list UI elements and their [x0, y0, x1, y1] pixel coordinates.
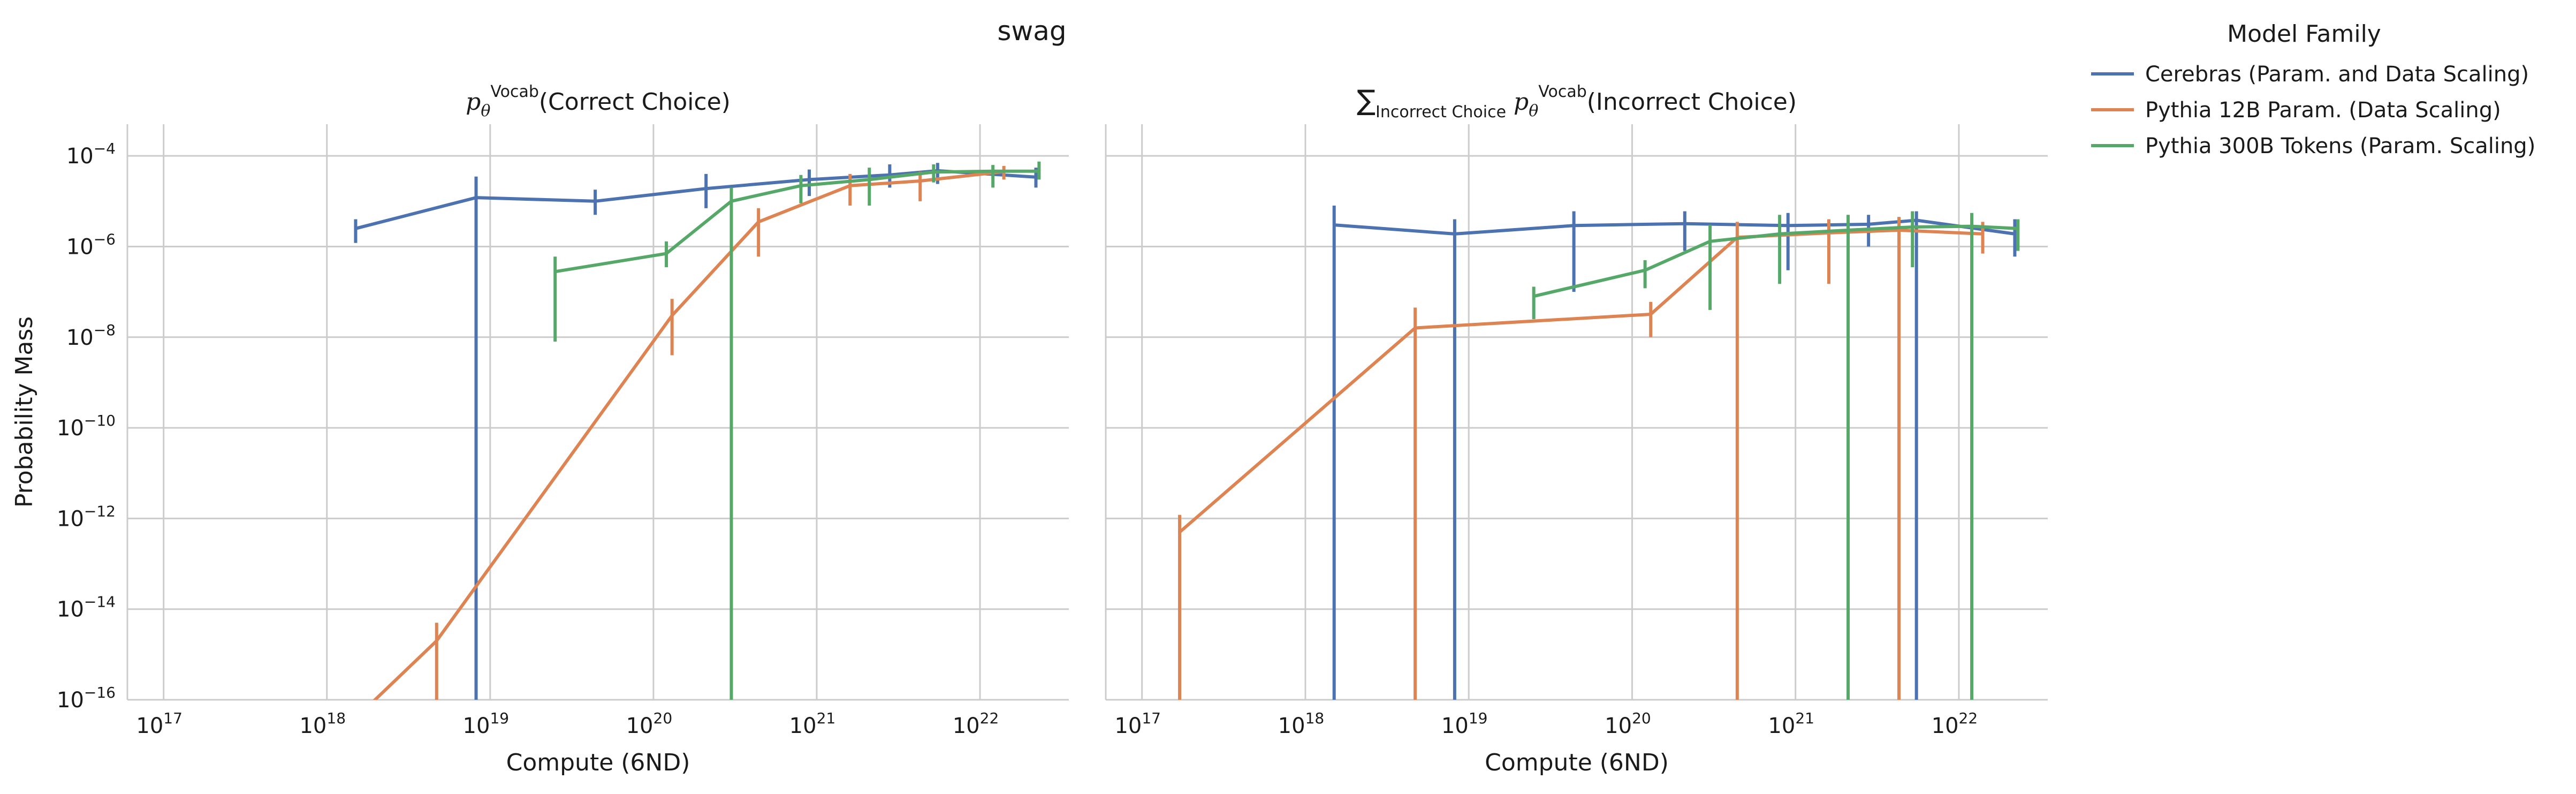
x-tick-label: 1021	[789, 709, 836, 738]
x-tick-label: 1019	[463, 709, 510, 738]
x-tick-label: 1022	[1932, 709, 1978, 738]
legend-title: Model Family	[2227, 20, 2381, 48]
y-tick-label: 10−14	[57, 593, 116, 622]
legend-label: Pythia 12B Param. (Data Scaling)	[2145, 98, 2501, 123]
series-2	[373, 165, 1006, 700]
grid	[127, 124, 1069, 701]
y-tick-label: 10−6	[66, 230, 116, 259]
series-line	[1533, 224, 2018, 298]
series-3	[553, 161, 1041, 700]
legend-item: Pythia 12B Param. (Data Scaling)	[2091, 98, 2501, 123]
x-tick-label: 1017	[136, 709, 183, 738]
legend-label: Cerebras (Param. and Data Scaling)	[2145, 62, 2529, 87]
x-tick-label: 1020	[626, 709, 673, 738]
series-line	[373, 170, 1004, 700]
grid	[1106, 124, 2048, 701]
x-axis-label: Compute (6ND)	[506, 749, 690, 776]
x-tick-label: 1020	[1605, 709, 1651, 738]
x-tick-label: 1017	[1114, 709, 1161, 738]
series-1	[354, 163, 1038, 700]
y-axis-label: Probability Mass	[11, 316, 38, 508]
x-tick-label: 1018	[299, 709, 346, 738]
legend-item: Pythia 300B Tokens (Param. Scaling)	[2091, 134, 2535, 158]
series-line	[1179, 228, 1983, 534]
y-tick-label: 10−10	[57, 412, 116, 441]
chart-panel-2: 1017 1018 1019 1020 1021 1022 Compute (6ND) ∑In…	[1105, 82, 2048, 776]
x-tick-label: 1021	[1768, 709, 1814, 738]
chart-title: ∑Incorrect Choice pθVocab(Incorrect Choi…	[1357, 82, 1797, 122]
y-tick-label: 10−8	[66, 321, 116, 350]
series-line	[554, 169, 1039, 274]
x-tick-label: 1019	[1441, 709, 1488, 738]
chart-title: pθVocab(Correct Choice)	[466, 82, 731, 120]
series-3	[1532, 211, 2020, 700]
chart-panel-1: 1017 1018 1019 1020 1021 1022 10−16 10−14 10−12 1…	[11, 82, 1069, 776]
legend-label: Pythia 300B Tokens (Param. Scaling)	[2145, 134, 2535, 158]
legend: Model Family Cerebras (Param. and Data Sc…	[2091, 20, 2535, 158]
legend-item: Cerebras (Param. and Data Scaling)	[2091, 62, 2529, 87]
y-tick-label: 10−4	[66, 140, 116, 169]
x-tick-label: 1022	[953, 709, 999, 738]
y-tick-label: 10−12	[57, 502, 116, 531]
series-2	[1178, 217, 1985, 700]
y-tick-label: 10−16	[57, 684, 116, 713]
x-tick-label: 1018	[1278, 709, 1325, 738]
x-axis-label: Compute (6ND)	[1485, 749, 1669, 776]
series-1	[1332, 206, 2017, 700]
figure-suptitle: swag	[997, 16, 1066, 47]
